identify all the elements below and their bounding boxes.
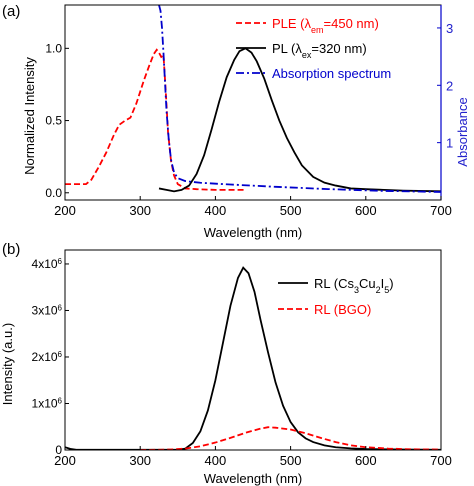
x-tick-label: 600 xyxy=(355,203,377,218)
series-line-1-0 xyxy=(65,266,441,450)
legend-label: RL (BGO) xyxy=(314,302,371,317)
x-tick-label: 400 xyxy=(205,453,227,468)
panel-a-legend: PLE (λem=450 nm) PL (λex=320 nm) Absorptio… xyxy=(236,16,391,81)
right-tick-label: 2 xyxy=(446,78,453,93)
panel-a-right-axis-label: Absorbance xyxy=(455,97,470,166)
x-tick-label: 600 xyxy=(355,453,377,468)
y-tick-label: 1.0 xyxy=(45,41,62,55)
series-line-0-1 xyxy=(158,47,441,193)
text-part: ) xyxy=(389,276,393,291)
text-part: RL (BGO) xyxy=(314,302,371,317)
text-part: Cu xyxy=(359,276,376,291)
panel-b-label: (b) xyxy=(2,241,20,258)
panel-a: (a) Normalized Intensity Absorbance Wave… xyxy=(2,3,470,240)
x-tick-label: 500 xyxy=(280,203,302,218)
text-part: =450 nm) xyxy=(324,16,379,31)
legend-label: PL (λex=320 nm) xyxy=(272,41,367,60)
right-tick-label: 3 xyxy=(446,21,453,36)
text-part: 3x10 xyxy=(32,303,58,317)
y-tick-label: 4x106 xyxy=(32,256,63,271)
y-tick-label: 2x106 xyxy=(32,349,63,364)
text-part: 6 xyxy=(58,303,63,312)
panel-b-legend: RL (Cs3Cu2I5) RL (BGO) xyxy=(278,276,394,317)
panel-a-y-axis-label: Normalized Intensity xyxy=(22,57,37,175)
text-part: 2x10 xyxy=(32,350,58,364)
text-part: 5 xyxy=(384,285,389,295)
right-tick-label: 1 xyxy=(446,136,453,151)
panel-a-x-axis-label: Wavelength (nm) xyxy=(204,225,303,240)
y-tick-label: 0.0 xyxy=(45,186,62,200)
legend-label: RL (Cs3Cu2I5) xyxy=(314,276,394,295)
text-part: 6 xyxy=(58,256,63,265)
text-part: PLE (λ xyxy=(272,16,312,31)
x-tick-label: 500 xyxy=(280,453,302,468)
x-tick-label: 700 xyxy=(430,203,452,218)
panel-b-x-axis-label: Wavelength (nm) xyxy=(204,471,303,486)
panel-b-plot-frame xyxy=(64,249,442,451)
text-part: RL (Cs xyxy=(314,276,354,291)
y-tick-label: 0 xyxy=(55,443,62,457)
panel-b-y-axis-label: Intensity (a.u.) xyxy=(0,323,15,405)
text-part: ex xyxy=(302,50,312,60)
text-part: PL (λ xyxy=(272,41,302,56)
series-line-0-0 xyxy=(65,48,246,191)
legend-label: PLE (λem=450 nm) xyxy=(272,16,379,35)
x-tick-label: 200 xyxy=(54,203,76,218)
text-part: 2 xyxy=(376,285,381,295)
text-part: 0 xyxy=(55,443,62,457)
legend-label: Absorption spectrum xyxy=(272,66,391,81)
x-tick-label: 700 xyxy=(430,453,452,468)
text-part: I xyxy=(381,276,385,291)
panel-b: (b) Intensity (a.u.) Wavelength (nm) 200… xyxy=(0,241,452,486)
text-part: em xyxy=(311,25,324,35)
text-part: 6 xyxy=(58,349,63,358)
panel-a-plot-frame xyxy=(64,4,442,201)
panel-a-ticks-group: 200 300 400 500 600 700 0.0 0.5 1.0 1 2 3 xyxy=(45,21,453,218)
text-part: 4x10 xyxy=(32,257,58,271)
y-tick-label: 3x106 xyxy=(32,303,63,318)
x-tick-label: 300 xyxy=(129,453,151,468)
text-part: 3 xyxy=(354,285,359,295)
text-part: =320 nm) xyxy=(311,41,366,56)
text-part: 1x10 xyxy=(32,396,58,410)
y-tick-label: 1x106 xyxy=(32,396,63,411)
panel-a-series-group xyxy=(65,5,441,193)
panel-b-series-group xyxy=(65,266,441,450)
text-part: Absorption spectrum xyxy=(272,66,391,81)
y-tick-label: 0.5 xyxy=(45,114,62,128)
x-tick-label: 200 xyxy=(54,453,76,468)
series-line-0-2 xyxy=(158,5,441,193)
text-part: 6 xyxy=(58,396,63,405)
x-tick-label: 300 xyxy=(129,203,151,218)
panel-a-label: (a) xyxy=(2,3,20,20)
x-tick-label: 400 xyxy=(205,203,227,218)
